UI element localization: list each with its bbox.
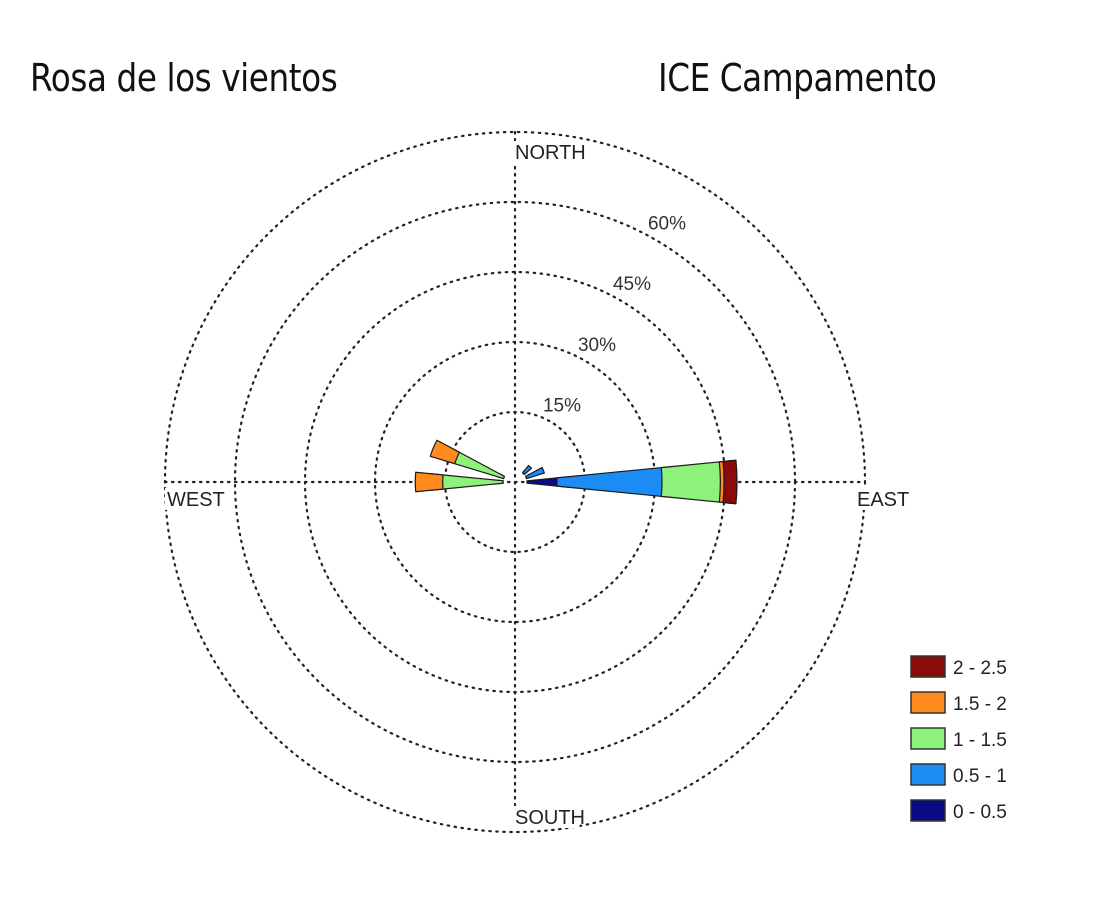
chart-subtitle: ICE Campamento: [658, 56, 937, 100]
polar-grid: [163, 130, 867, 834]
legend: 2 - 2.5 1.5 - 2 1 - 1.5 0.5 - 1 0 - 0.5: [910, 655, 1007, 823]
legend-swatch: [910, 655, 946, 678]
ring-label-45: 45%: [613, 274, 651, 295]
direction-label-bg: [165, 488, 219, 510]
direction-label-east: EAST: [857, 489, 909, 511]
ring-label-15: 15%: [543, 395, 581, 416]
direction-label-north: NORTH: [515, 142, 586, 164]
ring-label-60: 60%: [648, 214, 686, 235]
sector-67.5-bin-1: [524, 466, 545, 480]
direction-label-bg: [513, 141, 580, 163]
ring-label-30: 30%: [578, 335, 616, 356]
sector-270-bin-3: [414, 471, 444, 493]
legend-label: 1.5 - 2: [953, 694, 1007, 715]
axis-labels: 15% 30% 45% 60% NORTH EAST SOUTH WEST: [165, 141, 909, 829]
legend-swatch: [910, 691, 946, 714]
wind-sectors: [414, 439, 738, 505]
direction-label-west: WEST: [167, 489, 225, 511]
legend-swatch: [910, 727, 946, 750]
direction-label-bg: [513, 806, 580, 828]
legend-swatch: [910, 799, 946, 822]
sector-90-bin-1: [556, 465, 675, 499]
sector-292.5-bin-3: [429, 439, 461, 465]
legend-label: 1 - 1.5: [953, 730, 1007, 751]
chart-title: Rosa de los vientos: [30, 56, 338, 100]
legend-label: 0.5 - 1: [953, 766, 1007, 787]
legend-label: 0 - 0.5: [953, 802, 1007, 823]
direction-label-bg: [855, 488, 909, 510]
legend-swatch: [910, 763, 946, 786]
sector-90-bin-4: [722, 459, 738, 505]
legend-label: 2 - 2.5: [953, 658, 1007, 679]
direction-label-south: SOUTH: [515, 807, 585, 829]
sector-45-bin-1: [522, 464, 533, 475]
